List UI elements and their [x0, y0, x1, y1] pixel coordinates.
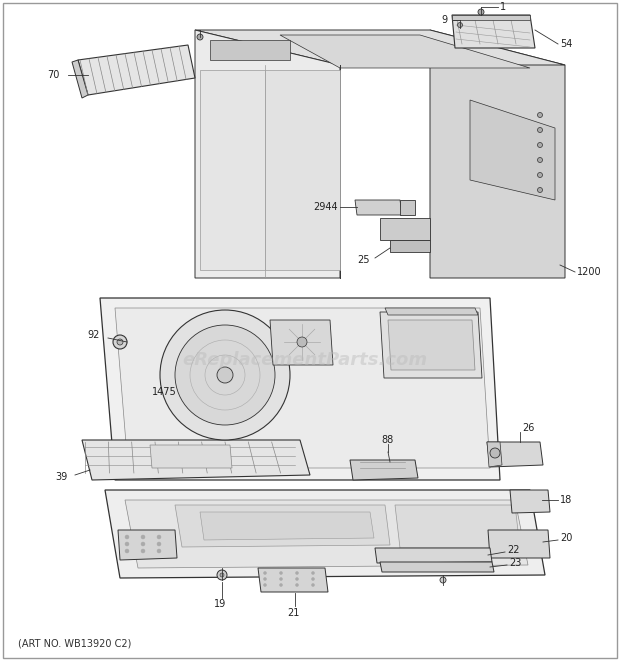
Text: 18: 18 [560, 495, 572, 505]
Polygon shape [395, 505, 520, 548]
Text: 1200: 1200 [577, 267, 601, 277]
Text: 22: 22 [507, 545, 520, 555]
Circle shape [217, 570, 227, 580]
Polygon shape [125, 500, 528, 568]
Circle shape [217, 367, 233, 383]
Text: 1475: 1475 [152, 387, 177, 397]
Text: 88: 88 [382, 435, 394, 445]
Text: eReplacementParts.com: eReplacementParts.com [182, 351, 428, 369]
Circle shape [296, 584, 298, 586]
Text: 21: 21 [287, 608, 299, 618]
Circle shape [125, 542, 129, 546]
Text: 9: 9 [442, 15, 448, 25]
Circle shape [311, 584, 314, 586]
Circle shape [311, 578, 314, 580]
Polygon shape [175, 505, 390, 547]
Circle shape [125, 535, 129, 539]
Circle shape [264, 572, 267, 574]
Circle shape [197, 34, 203, 40]
Circle shape [160, 310, 290, 440]
Polygon shape [355, 200, 402, 215]
Polygon shape [265, 70, 340, 270]
Polygon shape [470, 100, 555, 200]
Polygon shape [115, 308, 490, 468]
Circle shape [157, 535, 161, 539]
Text: 20: 20 [560, 533, 572, 543]
Circle shape [538, 128, 542, 132]
Polygon shape [388, 320, 475, 370]
Polygon shape [72, 60, 88, 98]
Text: 2944: 2944 [313, 202, 338, 212]
Text: 25: 25 [358, 255, 370, 265]
Circle shape [296, 578, 298, 580]
Circle shape [538, 173, 542, 178]
Polygon shape [210, 40, 290, 60]
Circle shape [538, 112, 542, 118]
Polygon shape [390, 240, 430, 252]
Polygon shape [105, 490, 545, 578]
Circle shape [175, 325, 275, 425]
Polygon shape [487, 442, 502, 467]
Circle shape [440, 577, 446, 583]
Circle shape [538, 188, 542, 192]
Polygon shape [280, 35, 530, 68]
Polygon shape [452, 15, 535, 48]
Polygon shape [510, 490, 550, 513]
Polygon shape [380, 562, 494, 572]
Circle shape [478, 9, 484, 15]
Circle shape [296, 572, 298, 574]
Polygon shape [100, 298, 500, 480]
Text: 19: 19 [214, 599, 226, 609]
Circle shape [113, 335, 127, 349]
Text: 26: 26 [522, 423, 534, 433]
Polygon shape [375, 548, 492, 563]
Circle shape [220, 573, 224, 577]
Polygon shape [350, 460, 418, 480]
Polygon shape [452, 15, 530, 20]
Circle shape [490, 448, 500, 458]
Polygon shape [200, 70, 265, 270]
Polygon shape [380, 312, 482, 378]
Polygon shape [270, 320, 333, 365]
Polygon shape [385, 308, 478, 315]
Text: 70: 70 [48, 70, 60, 80]
Polygon shape [380, 218, 430, 240]
Text: 54: 54 [560, 39, 572, 49]
Circle shape [280, 578, 283, 580]
Circle shape [538, 157, 542, 163]
Polygon shape [195, 30, 565, 65]
Text: 92: 92 [87, 330, 100, 340]
Circle shape [297, 337, 307, 347]
Polygon shape [430, 30, 565, 278]
Polygon shape [488, 530, 550, 558]
Polygon shape [150, 445, 232, 468]
Text: 39: 39 [56, 472, 68, 482]
Polygon shape [195, 30, 340, 278]
Circle shape [141, 549, 145, 553]
Polygon shape [78, 45, 195, 95]
Polygon shape [400, 200, 415, 215]
Polygon shape [258, 568, 328, 592]
Circle shape [125, 549, 129, 553]
Circle shape [458, 22, 463, 28]
Circle shape [280, 584, 283, 586]
Circle shape [280, 572, 283, 574]
Circle shape [157, 549, 161, 553]
Text: 1: 1 [500, 2, 506, 12]
Circle shape [141, 542, 145, 546]
Polygon shape [200, 512, 374, 540]
Circle shape [264, 584, 267, 586]
Text: 23: 23 [509, 558, 521, 568]
Polygon shape [82, 440, 310, 480]
Polygon shape [487, 442, 543, 467]
Circle shape [117, 339, 123, 345]
Circle shape [264, 578, 267, 580]
Circle shape [141, 535, 145, 539]
Circle shape [157, 542, 161, 546]
Circle shape [311, 572, 314, 574]
Circle shape [538, 143, 542, 147]
Text: (ART NO. WB13920 C2): (ART NO. WB13920 C2) [18, 638, 131, 648]
Polygon shape [118, 530, 177, 560]
